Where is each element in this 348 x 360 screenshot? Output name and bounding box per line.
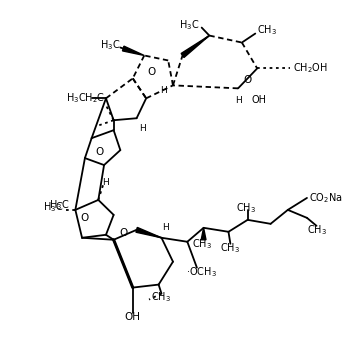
Text: CH$_2$OH: CH$_2$OH [293,62,327,75]
Text: CH$_3$: CH$_3$ [220,241,240,255]
Polygon shape [136,228,161,238]
Text: CO$_2$Na: CO$_2$Na [309,191,342,205]
Text: O: O [81,213,89,223]
Text: H: H [160,86,167,95]
Text: ·OCH$_3$: ·OCH$_3$ [186,265,217,279]
Text: H$_3$C: H$_3$C [42,200,63,214]
Text: OH: OH [252,95,267,105]
Text: H$_3$C: H$_3$C [100,39,120,53]
Text: CH$_3$: CH$_3$ [151,291,172,305]
Text: H$_3$C: H$_3$C [49,198,69,212]
Text: CH$_3$: CH$_3$ [307,223,326,237]
Text: CH$_3$: CH$_3$ [236,201,256,215]
Text: H$_3$C: H$_3$C [180,18,200,32]
Text: CH$_3$: CH$_3$ [192,237,212,251]
Text: H: H [139,124,146,133]
Text: O: O [95,147,103,157]
Text: H$_3$CH$_2$C: H$_3$CH$_2$C [66,91,105,105]
Text: H: H [162,223,169,232]
Text: OH: OH [125,312,141,323]
Text: O: O [244,75,252,85]
Polygon shape [122,46,144,55]
Text: H: H [235,96,242,105]
Text: O: O [148,67,156,77]
Polygon shape [181,36,209,58]
Polygon shape [201,228,206,240]
Text: CH$_3$: CH$_3$ [257,24,277,37]
Text: O: O [119,228,127,238]
Text: H: H [103,179,109,188]
